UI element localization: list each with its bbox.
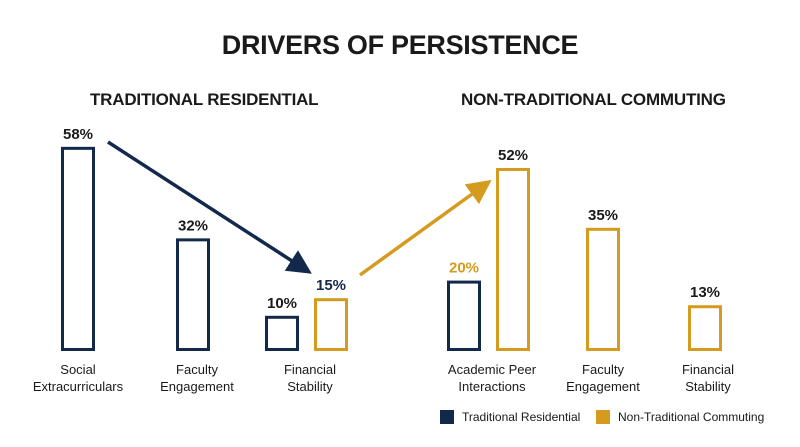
- value-label-0-1: 32%: [178, 217, 208, 234]
- chart-title: DRIVERS OF PERSISTENCE: [221, 30, 579, 60]
- bar-0-3: [314, 298, 348, 352]
- category-label-1-0-0: Academic Peer: [448, 362, 537, 377]
- legend-swatch-traditional: [440, 410, 454, 424]
- category-label-0-2-0: Financial: [284, 362, 336, 377]
- value-label-0-0: 58%: [63, 126, 93, 143]
- legend-swatch-non-traditional: [596, 410, 610, 424]
- bar-0-1: [176, 238, 210, 351]
- arrow-non-traditional: [358, 179, 492, 277]
- group-title-non-traditional: NON-TRADITIONAL COMMUTING: [461, 90, 726, 109]
- bar-1-3: [688, 305, 722, 351]
- value-label-1-2: 35%: [588, 207, 618, 224]
- group-title-traditional: TRADITIONAL RESIDENTIAL: [90, 90, 319, 109]
- category-label-1-0-1: Interactions: [458, 379, 526, 394]
- category-label-0-0-1: Extracurriculars: [33, 379, 124, 394]
- bar-1-2: [586, 227, 620, 351]
- legend-item-traditional: Traditional Residential: [440, 410, 580, 424]
- bar-1-1: [496, 167, 530, 351]
- category-label-0-1-1: Engagement: [160, 379, 234, 394]
- category-label-0-0-0: Social: [60, 362, 96, 377]
- value-label-0-3: 15%: [316, 277, 346, 294]
- value-label-1-1: 52%: [498, 147, 528, 164]
- category-label-0-2-1: Stability: [287, 379, 333, 394]
- value-label-1-3: 13%: [690, 284, 720, 301]
- legend-label-traditional: Traditional Residential: [462, 410, 581, 424]
- category-label-0-1-0: Faculty: [176, 362, 218, 377]
- category-label-1-1-1: Engagement: [566, 379, 640, 394]
- category-label-1-2-0: Financial: [682, 362, 734, 377]
- category-label-1-1-0: Faculty: [582, 362, 624, 377]
- legend-label-non-traditional: Non-Traditional Commuting: [618, 410, 765, 424]
- bar-0-0: [61, 146, 95, 351]
- value-label-1-0: 20%: [449, 260, 479, 277]
- bar-1-0: [447, 280, 481, 352]
- legend-item-non-traditional: Non-Traditional Commuting: [596, 410, 764, 424]
- bar-0-2: [265, 315, 299, 351]
- arrow-traditional: [107, 140, 312, 274]
- value-label-0-2: 10%: [267, 295, 297, 312]
- category-label-1-2-1: Stability: [685, 379, 731, 394]
